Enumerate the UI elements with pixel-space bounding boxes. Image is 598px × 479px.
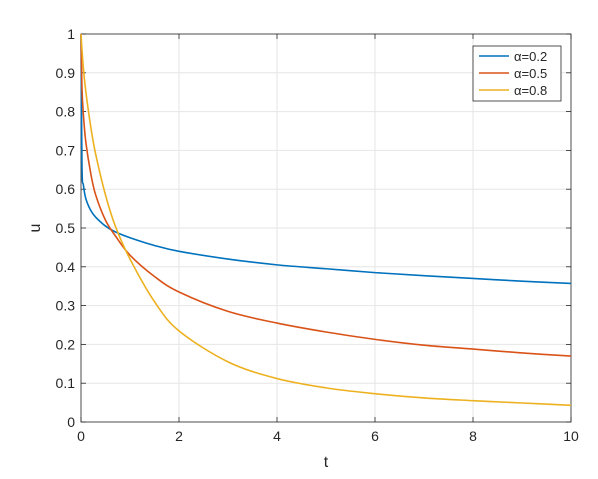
series-line-2: [80, 33, 572, 357]
y-tick-label: 0.6: [56, 181, 76, 197]
x-tick-label: 0: [77, 428, 85, 444]
x-axis-label: t: [324, 454, 329, 471]
legend-entry: α=0.5: [514, 66, 547, 81]
x-tick-label: 2: [175, 428, 183, 444]
x-tick-label: 4: [273, 428, 281, 444]
series-line-3: [80, 33, 572, 407]
legend-entry: α=0.8: [514, 83, 547, 98]
axis-ticks: 0 2 4 6 8 10 0 0.1 0.2 0.3 0.4 0.5 0.6 0.7 0.8 0.9 1: [56, 26, 579, 444]
x-tick-label: 10: [563, 428, 579, 444]
y-tick-label: 0: [67, 414, 75, 430]
y-tick-label: 0.7: [56, 142, 76, 158]
y-tick-label: 0.5: [56, 220, 76, 236]
series-line-1: [80, 33, 572, 285]
y-tick-label: 0.8: [56, 104, 76, 120]
y-tick-label: 0.2: [56, 336, 76, 352]
x-tick-label: 8: [469, 428, 477, 444]
x-tick-label: 6: [371, 428, 379, 444]
y-tick-label: 0.3: [56, 298, 76, 314]
y-tick-label: 1: [67, 26, 75, 42]
y-tick-label: 0.4: [56, 259, 76, 275]
legend: α=0.2 α=0.5 α=0.8: [472, 45, 562, 102]
y-tick-label: 0.9: [56, 65, 76, 81]
legend-entry: α=0.2: [514, 49, 547, 64]
series-lines: [80, 33, 572, 407]
y-axis-label: u: [27, 224, 44, 233]
y-tick-label: 0.1: [56, 375, 76, 391]
